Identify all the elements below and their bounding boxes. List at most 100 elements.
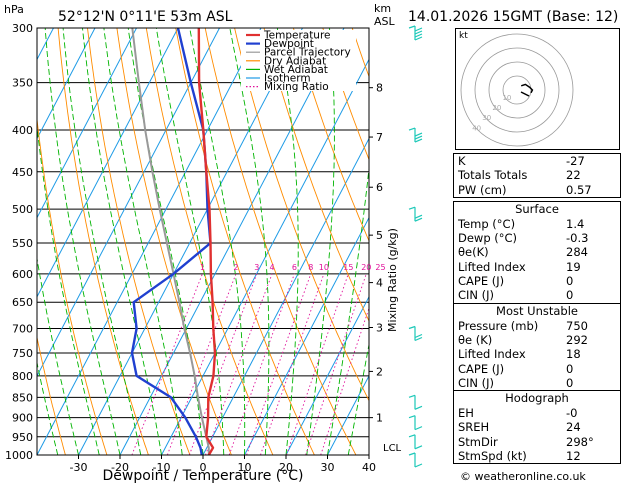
temperature-tick-label: -30 (70, 461, 88, 474)
lcl-label: LCL (383, 443, 402, 454)
legend-label: Mixing Ratio (264, 81, 329, 93)
mixing-ratio-label: 4 (270, 263, 275, 272)
km-tick-label: 5 (376, 229, 383, 242)
pressure-tick-label: 650 (12, 296, 33, 309)
mixing-ratio-label: 2 (233, 263, 238, 272)
isotherm-line (202, 137, 369, 455)
dry-adiabat-line (322, 28, 369, 161)
isotherm-line (37, 28, 137, 219)
mixing-ratio-line (305, 273, 367, 455)
hodograph: kt 10 20 30 40 (455, 28, 620, 150)
mu-cin: 0 (566, 375, 574, 390)
x-axis-label: Dewpoint / Temperature (°C) (103, 468, 304, 484)
legend-label: Temperature (263, 30, 331, 42)
srh-value: 24 (566, 420, 581, 435)
stmdir-value: 298° (566, 434, 594, 449)
dry-adiabat-line (87, 28, 191, 455)
copyright-footer: © weatheronline.co.uk (460, 470, 586, 483)
surface-li: 19 (566, 259, 581, 274)
mixing-ratio-label: 20 (361, 263, 371, 272)
pressure-tick-label: 1000 (5, 449, 33, 462)
hodograph-ring-label: 10 (502, 94, 511, 102)
isotherm-line (37, 28, 220, 377)
isotherm-line (161, 58, 369, 455)
dry-adiabat-line (292, 28, 369, 243)
surface-cape-label: CAPE (J) (458, 274, 505, 289)
wet-adiabat-line (44, 28, 121, 455)
pressure-tick-label: 850 (12, 391, 33, 404)
pressure-tick-label: 550 (12, 237, 33, 250)
dry-adiabat-line (37, 335, 66, 455)
temperature-tick-label: 30 (321, 461, 335, 474)
surface-theta-label: θe(K) (458, 245, 489, 260)
temperature-tick-label: -10 (153, 461, 171, 474)
mixing-ratio-line (246, 273, 312, 455)
temperature-tick-label: 10 (238, 461, 252, 474)
wind-barb (408, 206, 423, 222)
mixing-ratio-label: 10 (319, 263, 329, 272)
wet-adiabat-line (276, 28, 299, 455)
temperature-tick-label: 20 (279, 461, 293, 474)
isotherm-line (37, 28, 96, 140)
surface-theta: 284 (566, 245, 588, 260)
isotherm-line (78, 28, 303, 455)
wind-barb (408, 25, 423, 41)
wind-barb (408, 434, 423, 450)
hodograph-ring (460, 33, 574, 147)
eh-value: -0 (566, 406, 578, 421)
wind-barb (408, 452, 423, 468)
hodograph-trace (520, 83, 534, 94)
pw-label: PW (cm) (458, 182, 507, 197)
eh-label: EH (458, 406, 474, 421)
datetime-title: 14.01.2026 15GMT (Base: 12) (408, 9, 618, 25)
km-tick-label: 1 (376, 412, 383, 425)
wet-adiabat-line (306, 28, 335, 455)
k-value: -27 (566, 154, 585, 168)
mixing-ratio-axis-label: Mixing Ratio (g/kg) (386, 228, 399, 332)
hodograph-ring-label: 20 (492, 104, 501, 112)
pressure-tick-label: 400 (12, 124, 33, 137)
dry-adiabat-line (234, 28, 369, 402)
km-tick-label: 7 (376, 131, 383, 144)
km-tick-label: 3 (376, 321, 383, 334)
mixing-ratio-line (131, 273, 203, 455)
mixing-ratio-label: 15 (343, 263, 353, 272)
srh-label: SREH (458, 420, 490, 435)
surface-box: Surface Temp (°C) 1.4 Dewp (°C) -0.3 θe(K)… (453, 200, 621, 465)
mixing-ratio-label: 6 (292, 263, 297, 272)
mixing-ratio-line (205, 273, 273, 455)
mu-pressure: 750 (566, 318, 588, 333)
mu-cape: 0 (566, 361, 574, 376)
mixing-ratio-label: 3 (254, 263, 259, 272)
legend-label: Isotherm (264, 73, 311, 85)
pressure-tick-label: 300 (12, 22, 33, 35)
hodograph-ring-label: 40 (472, 124, 481, 132)
isotherm-line (327, 374, 369, 455)
isotherm-line (119, 28, 345, 455)
hodograph-ring (488, 61, 546, 119)
wind-barb (408, 127, 423, 143)
mu-title: Most Unstable (496, 303, 578, 318)
wind-barb (408, 325, 423, 342)
pressure-tick-label: 700 (12, 323, 33, 336)
wet-adiabat-line (327, 164, 369, 455)
mixing-ratio-label: 1 (200, 263, 205, 272)
pressure-tick-label: 350 (12, 77, 33, 90)
surface-cape: 0 (566, 274, 574, 289)
isotherm-line (37, 28, 262, 455)
temperature-line (197, 28, 217, 455)
surface-cin-label: CIN (J) (458, 288, 495, 303)
wet-adiabat-line (37, 255, 79, 455)
pressure-tick-label: 450 (12, 166, 33, 179)
wind-barb (408, 394, 423, 410)
hodograph-unit: kt (459, 31, 468, 41)
location-title: 52°12'N 0°11'E 53m ASL (58, 9, 233, 25)
hodograph-ring (502, 75, 532, 105)
wet-adiabat-line (82, 28, 162, 455)
mixing-ratio-line (286, 273, 349, 455)
isotherm-line (285, 295, 369, 455)
indices-box: K -27 Totals Totals 22 PW (cm) 0.57 (453, 153, 621, 198)
wet-adiabat-line (155, 28, 225, 455)
mixing-ratio-line (260, 273, 325, 455)
